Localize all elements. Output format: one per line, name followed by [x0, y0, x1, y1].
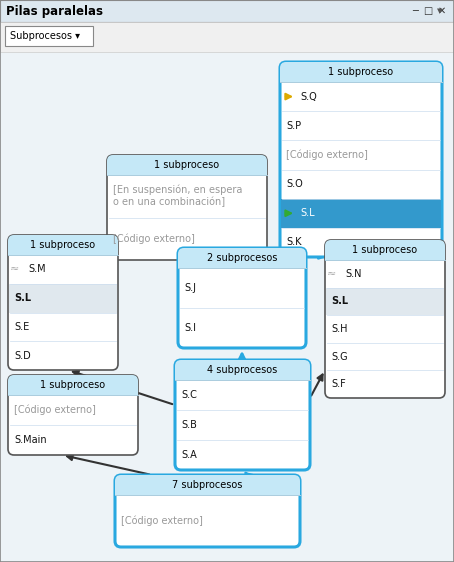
Text: ─: ─ [412, 6, 418, 16]
Text: S.K: S.K [286, 237, 301, 247]
Bar [178, 258, 306, 268]
Bar [5, 26, 93, 46]
Text: S.D: S.D [14, 351, 31, 361]
FancyBboxPatch shape [8, 235, 118, 370]
FancyBboxPatch shape [325, 240, 445, 260]
Text: 2 subprocesos: 2 subprocesos [207, 253, 277, 263]
Text: S.N: S.N [345, 269, 361, 279]
FancyBboxPatch shape [115, 475, 300, 495]
Text: S.H: S.H [331, 324, 347, 334]
FancyBboxPatch shape [280, 62, 442, 82]
FancyBboxPatch shape [325, 240, 445, 398]
FancyBboxPatch shape [175, 360, 310, 470]
Text: S.G: S.G [331, 352, 348, 361]
Text: □: □ [423, 6, 432, 16]
Text: [Código externo]: [Código externo] [14, 405, 96, 415]
Text: 7 subprocesos: 7 subprocesos [173, 480, 243, 490]
Text: S.Q: S.Q [300, 92, 317, 102]
Text: [Código externo]: [Código externo] [113, 233, 195, 244]
Bar [280, 72, 442, 82]
Bar [326, 288, 444, 315]
Text: [En suspensión, en espera
o en una combinación]: [En suspensión, en espera o en una combi… [113, 185, 242, 207]
FancyBboxPatch shape [178, 248, 306, 348]
Text: [Código externo]: [Código externo] [121, 516, 203, 526]
Text: Subprocesos ▾: Subprocesos ▾ [10, 31, 80, 41]
Text: 1 subproceso: 1 subproceso [154, 160, 220, 170]
FancyBboxPatch shape [8, 235, 118, 255]
Bar [107, 165, 267, 175]
Text: S.B: S.B [181, 420, 197, 430]
Text: ≈: ≈ [327, 269, 336, 279]
Text: 1 subproceso: 1 subproceso [30, 240, 95, 250]
Text: ≈: ≈ [10, 264, 20, 274]
Text: 1 subproceso: 1 subproceso [328, 67, 394, 77]
Text: S.J: S.J [184, 283, 196, 293]
Text: ▼: ▼ [437, 8, 442, 14]
FancyBboxPatch shape [8, 375, 138, 455]
Text: S.C: S.C [181, 390, 197, 400]
FancyBboxPatch shape [115, 475, 300, 547]
Text: 1 subproceso: 1 subproceso [40, 380, 106, 390]
Bar [9, 284, 117, 312]
FancyBboxPatch shape [107, 155, 267, 175]
Text: S.O: S.O [286, 179, 303, 189]
Text: S.A: S.A [181, 450, 197, 460]
Text: S.F: S.F [331, 379, 346, 389]
Text: S.I: S.I [184, 323, 196, 333]
Text: S.Main: S.Main [14, 435, 47, 445]
Bar [115, 485, 300, 495]
Text: S.E: S.E [14, 322, 29, 332]
FancyBboxPatch shape [175, 360, 310, 380]
FancyBboxPatch shape [280, 62, 442, 257]
Text: 1 subproceso: 1 subproceso [352, 245, 418, 255]
Text: S.L: S.L [14, 293, 31, 303]
Text: S.L: S.L [300, 209, 315, 218]
FancyBboxPatch shape [8, 375, 138, 395]
Text: [Código externo]: [Código externo] [286, 149, 368, 160]
Bar [281, 198, 441, 228]
FancyBboxPatch shape [107, 155, 267, 260]
Bar [0, 0, 454, 22]
Text: S.L: S.L [331, 296, 348, 306]
Text: Pilas paralelas: Pilas paralelas [6, 4, 103, 17]
Bar [325, 250, 445, 260]
Text: S.M: S.M [28, 264, 45, 274]
Text: S.P: S.P [286, 121, 301, 131]
Bar [8, 245, 118, 255]
Bar [8, 385, 138, 395]
Bar [175, 370, 310, 380]
FancyBboxPatch shape [178, 248, 306, 268]
Text: ✕: ✕ [438, 6, 446, 16]
Bar [0, 22, 454, 52]
Text: 4 subprocesos: 4 subprocesos [207, 365, 278, 375]
